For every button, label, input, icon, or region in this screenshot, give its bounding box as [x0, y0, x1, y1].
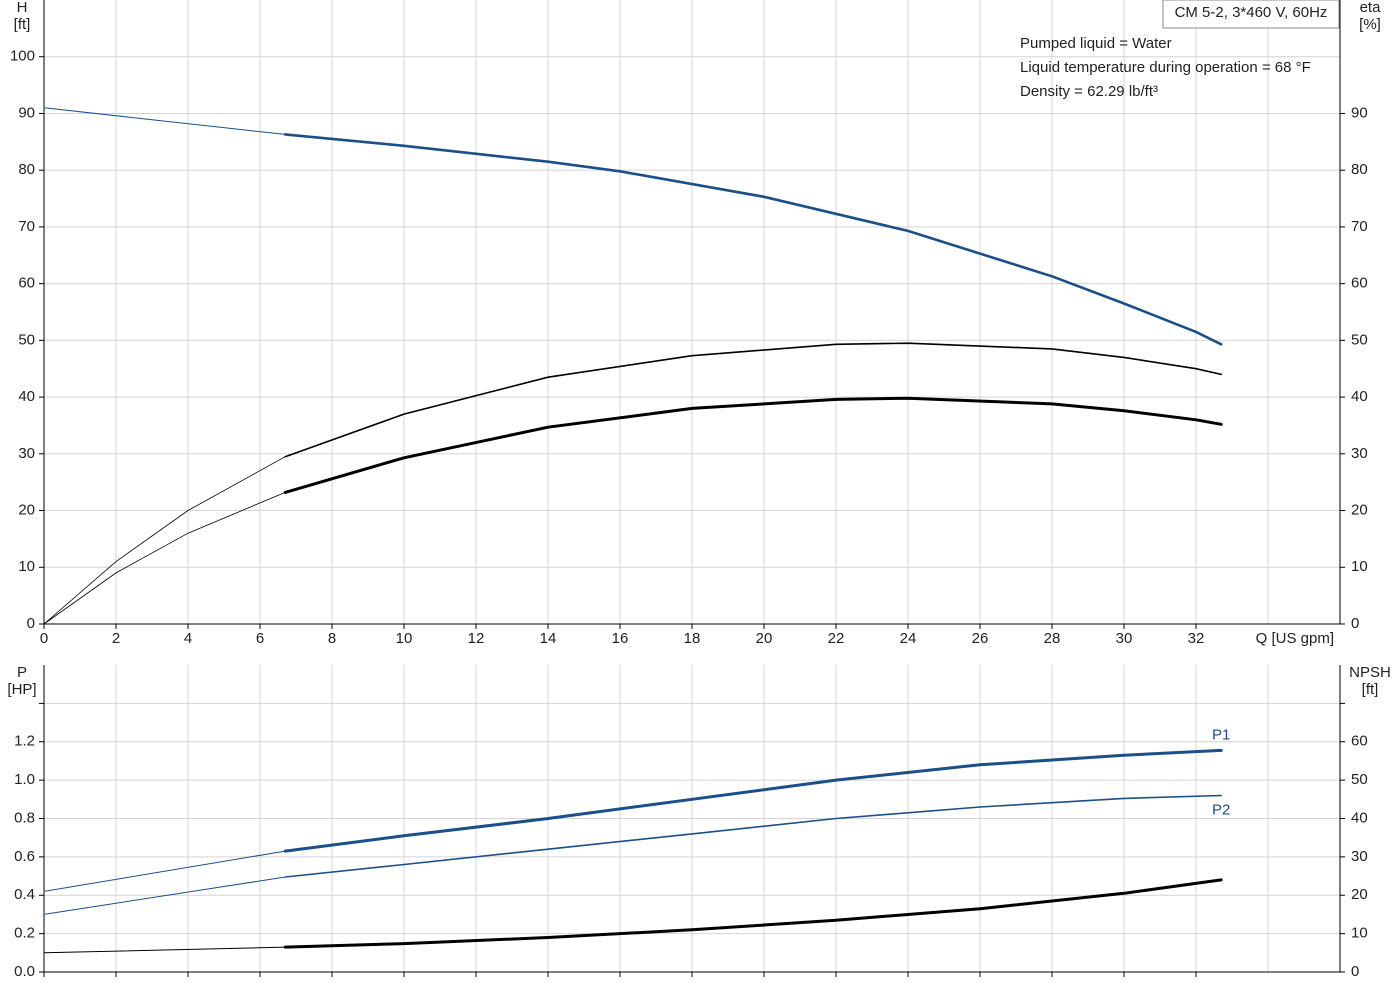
y-axis-label: H — [17, 0, 28, 16]
y-tick-label: 1.2 — [14, 733, 35, 750]
y-tick-label: 0 — [27, 615, 35, 632]
x-tick-label: 32 — [1188, 630, 1205, 647]
y2-axis-unit: [%] — [1359, 16, 1381, 33]
x-tick-label: 28 — [1044, 630, 1061, 647]
y2-tick-label: 20 — [1351, 502, 1368, 519]
y2-tick-label: 50 — [1351, 771, 1368, 788]
y2-axis-label: eta — [1360, 0, 1382, 16]
x-tick-label: 14 — [540, 630, 557, 647]
y-tick-label: 60 — [18, 275, 35, 292]
y-tick-label: 1.0 — [14, 771, 35, 788]
curve — [283, 396, 1223, 494]
curve — [283, 133, 1223, 346]
x-tick-label: 10 — [396, 630, 413, 647]
x-tick-label: 24 — [900, 630, 917, 647]
x-tick-label: 26 — [972, 630, 989, 647]
y2-tick-label: 30 — [1351, 445, 1368, 462]
y2-axis-label: NPSH — [1349, 664, 1391, 681]
y-tick-label: 10 — [18, 558, 35, 575]
y-tick-label: 0.6 — [14, 848, 35, 865]
y-tick-label: 20 — [18, 502, 35, 519]
curve — [284, 794, 1222, 878]
y2-tick-label: 60 — [1351, 733, 1368, 750]
series-label: P1 — [1212, 726, 1230, 743]
curve — [43, 876, 286, 915]
x-tick-label: 4 — [184, 630, 192, 647]
y2-tick-label: 60 — [1351, 275, 1368, 292]
x-tick-label: 6 — [256, 630, 264, 647]
curve — [284, 342, 1222, 458]
y2-tick-label: 90 — [1351, 104, 1368, 121]
y-tick-label: 40 — [18, 388, 35, 405]
y-tick-label: 30 — [18, 445, 35, 462]
y-tick-label: 0.8 — [14, 809, 35, 826]
x-tick-label: 30 — [1116, 630, 1133, 647]
curve — [43, 107, 286, 135]
y2-tick-label: 0 — [1351, 963, 1359, 980]
y-tick-label: 0.4 — [14, 886, 35, 903]
y2-tick-label: 40 — [1351, 388, 1368, 405]
y-tick-label: 50 — [18, 331, 35, 348]
y-tick-label: 0.0 — [14, 963, 35, 980]
y2-tick-label: 30 — [1351, 848, 1368, 865]
x-tick-label: 8 — [328, 630, 336, 647]
y2-tick-label: 70 — [1351, 218, 1368, 235]
y2-tick-label: 20 — [1351, 886, 1368, 903]
y2-tick-label: 80 — [1351, 161, 1368, 178]
y2-tick-label: 0 — [1351, 615, 1359, 632]
y-axis-unit: [ft] — [14, 16, 31, 33]
y-tick-label: 90 — [18, 104, 35, 121]
y-tick-label: 0.2 — [14, 925, 35, 942]
y2-tick-label: 50 — [1351, 331, 1368, 348]
curve — [43, 850, 286, 892]
y2-tick-label: 40 — [1351, 809, 1368, 826]
x-tick-label: 12 — [468, 630, 485, 647]
curve — [43, 946, 286, 954]
x-tick-label: 0 — [40, 630, 48, 647]
y-tick-label: 80 — [18, 161, 35, 178]
y-tick-label: 100 — [10, 48, 35, 65]
x-tick-label: 18 — [684, 630, 701, 647]
note: Density = 62.29 lb/ft³ — [1020, 83, 1158, 100]
y-axis-unit: [HP] — [7, 681, 36, 698]
note: Pumped liquid = Water — [1020, 35, 1172, 52]
model-box — [1162, 0, 1340, 29]
y-tick-label: 70 — [18, 218, 35, 235]
y-axis-label: P — [17, 664, 27, 681]
curve — [43, 492, 286, 625]
model-label: CM 5-2, 3*460 V, 60Hz — [1175, 4, 1328, 21]
note: Liquid temperature during operation = 68… — [1020, 59, 1311, 76]
x-tick-label: 2 — [112, 630, 120, 647]
x-tick-label: 20 — [756, 630, 773, 647]
x-axis-label: Q [US gpm] — [1256, 630, 1334, 647]
curve — [43, 456, 286, 625]
y2-tick-label: 10 — [1351, 925, 1368, 942]
x-tick-label: 16 — [612, 630, 629, 647]
curve — [283, 748, 1223, 853]
curve — [283, 878, 1223, 949]
y2-axis-unit: [ft] — [1362, 681, 1379, 698]
y2-tick-label: 10 — [1351, 558, 1368, 575]
x-tick-label: 22 — [828, 630, 845, 647]
series-label: P2 — [1212, 801, 1230, 818]
